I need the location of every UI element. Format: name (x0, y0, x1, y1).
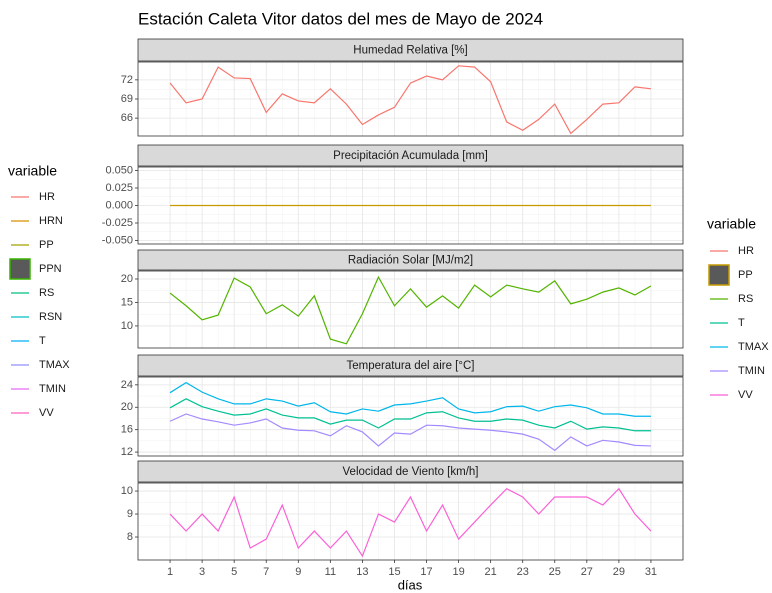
y-tick-label: 66 (121, 112, 133, 124)
x-axis-label: días (398, 577, 423, 592)
legend-label: VV (39, 407, 54, 419)
x-tick-label: 1 (167, 566, 173, 578)
y-tick-label: 20 (121, 401, 133, 413)
y-tick-label: 24 (121, 379, 133, 391)
y-tick-label: 0.050 (105, 164, 133, 176)
y-tick-label: -0.025 (102, 217, 133, 229)
panel-title: Humedad Relativa [%] (353, 45, 467, 57)
y-tick-label: 16 (121, 424, 133, 436)
x-tick-label: 21 (485, 566, 497, 578)
x-tick-label: 11 (325, 566, 336, 578)
legend-label: HR (39, 191, 55, 203)
y-tick-label: 9 (127, 508, 133, 520)
strip (137, 460, 684, 483)
panel-title: Radiación Solar [MJ/m2] (348, 255, 473, 267)
x-tick-label: 23 (517, 566, 529, 578)
legend-swatch (708, 264, 730, 286)
legend-swatch (9, 258, 31, 280)
x-tick-label: 7 (263, 566, 269, 578)
x-tick-label: 25 (549, 566, 561, 578)
legend-label: HR (738, 245, 754, 257)
legend-label: RS (39, 287, 54, 299)
y-tick-label: -0.050 (102, 234, 133, 246)
y-tick-label: 10 (121, 320, 133, 332)
legend-label: TMAX (738, 341, 769, 353)
panel-title: Precipitación Acumulada [mm] (333, 150, 488, 162)
legend-label: RSN (39, 311, 62, 323)
data-line (169, 413, 651, 452)
legend-label: PPN (39, 263, 62, 275)
panel-border (137, 376, 684, 457)
legend-label: VV (738, 389, 753, 401)
x-tick-label: 15 (388, 566, 400, 578)
x-tick-label: 5 (231, 566, 237, 578)
y-tick-label: 15 (121, 296, 133, 308)
strip (137, 38, 684, 62)
legend-label: TMIN (738, 365, 765, 377)
data-line (169, 65, 652, 135)
data-line (169, 275, 652, 345)
x-tick-label: 19 (452, 566, 464, 578)
panel-border (137, 482, 684, 561)
legend-title: variable (8, 163, 57, 179)
legend-label: T (39, 335, 46, 347)
panel-title: Velocidad de Viento [km/h] (343, 466, 479, 478)
legend-label: TMIN (39, 383, 66, 395)
panel-border (137, 166, 684, 245)
strip (137, 249, 684, 271)
y-tick-label: 20 (121, 273, 133, 285)
y-tick-label: 8 (127, 531, 133, 543)
panel-border (137, 61, 684, 137)
y-tick-label: 0.000 (105, 199, 133, 211)
data-line (169, 487, 652, 558)
legend-label: HRN (39, 215, 63, 227)
x-tick-label: 29 (613, 566, 625, 578)
x-tick-label: 17 (420, 566, 432, 578)
strip (137, 144, 684, 167)
y-tick-label: 69 (121, 93, 133, 105)
legend-label: TMAX (39, 359, 70, 371)
legend-title: variable (707, 216, 756, 232)
x-tick-label: 27 (581, 566, 593, 578)
panel-title: Temperatura del aire [°C] (347, 360, 475, 372)
x-tick-label: 13 (356, 566, 368, 578)
y-tick-label: 0.025 (105, 182, 133, 194)
data-line (169, 381, 651, 417)
legend-label: RS (738, 293, 753, 305)
strip (137, 354, 684, 377)
legend-label: PP (39, 239, 54, 251)
panel-border (137, 270, 684, 349)
x-tick-label: 9 (295, 566, 301, 578)
x-tick-label: 31 (645, 566, 657, 578)
legend-label: PP (738, 269, 753, 281)
chart-title: Estación Caleta Vitor datos del mes de M… (138, 9, 543, 28)
data-line (169, 398, 651, 432)
legend-label: T (738, 317, 745, 329)
y-tick-label: 12 (121, 446, 133, 458)
x-tick-label: 3 (199, 566, 205, 578)
y-tick-label: 72 (121, 74, 133, 86)
y-tick-label: 10 (121, 485, 133, 497)
